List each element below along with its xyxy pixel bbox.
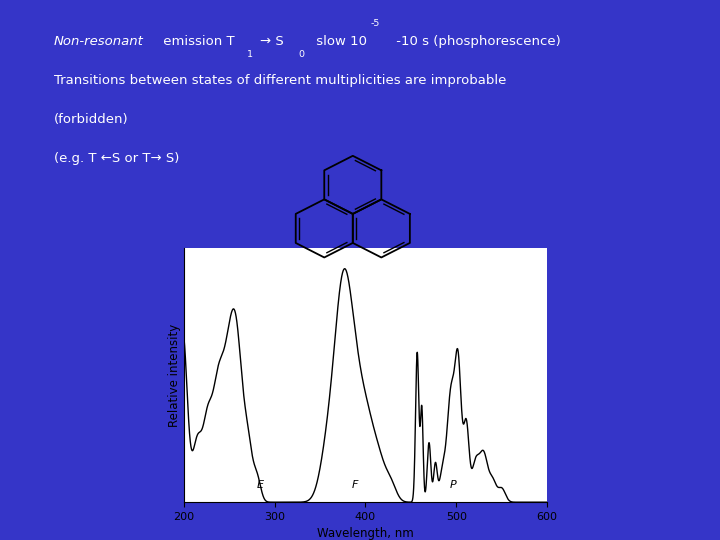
Text: emission T: emission T (159, 35, 235, 48)
Text: (e.g. T ←S or T→ S): (e.g. T ←S or T→ S) (54, 152, 179, 165)
Text: F: F (351, 480, 358, 490)
Text: → S: → S (260, 35, 284, 48)
Text: -10 s (phosphorescence): -10 s (phosphorescence) (392, 35, 561, 48)
Text: -5: -5 (371, 19, 380, 28)
Text: P: P (450, 480, 457, 490)
Text: (forbidden): (forbidden) (54, 113, 129, 126)
Text: slow 10: slow 10 (312, 35, 366, 48)
X-axis label: Wavelength, nm: Wavelength, nm (317, 528, 414, 540)
Text: E: E (256, 480, 264, 490)
Text: 1: 1 (247, 50, 253, 59)
Y-axis label: Relative intensity: Relative intensity (168, 323, 181, 427)
Text: 0: 0 (299, 50, 305, 59)
Text: Non-resonant: Non-resonant (54, 35, 144, 48)
Text: Transitions between states of different multiplicities are improbable: Transitions between states of different … (54, 74, 506, 87)
